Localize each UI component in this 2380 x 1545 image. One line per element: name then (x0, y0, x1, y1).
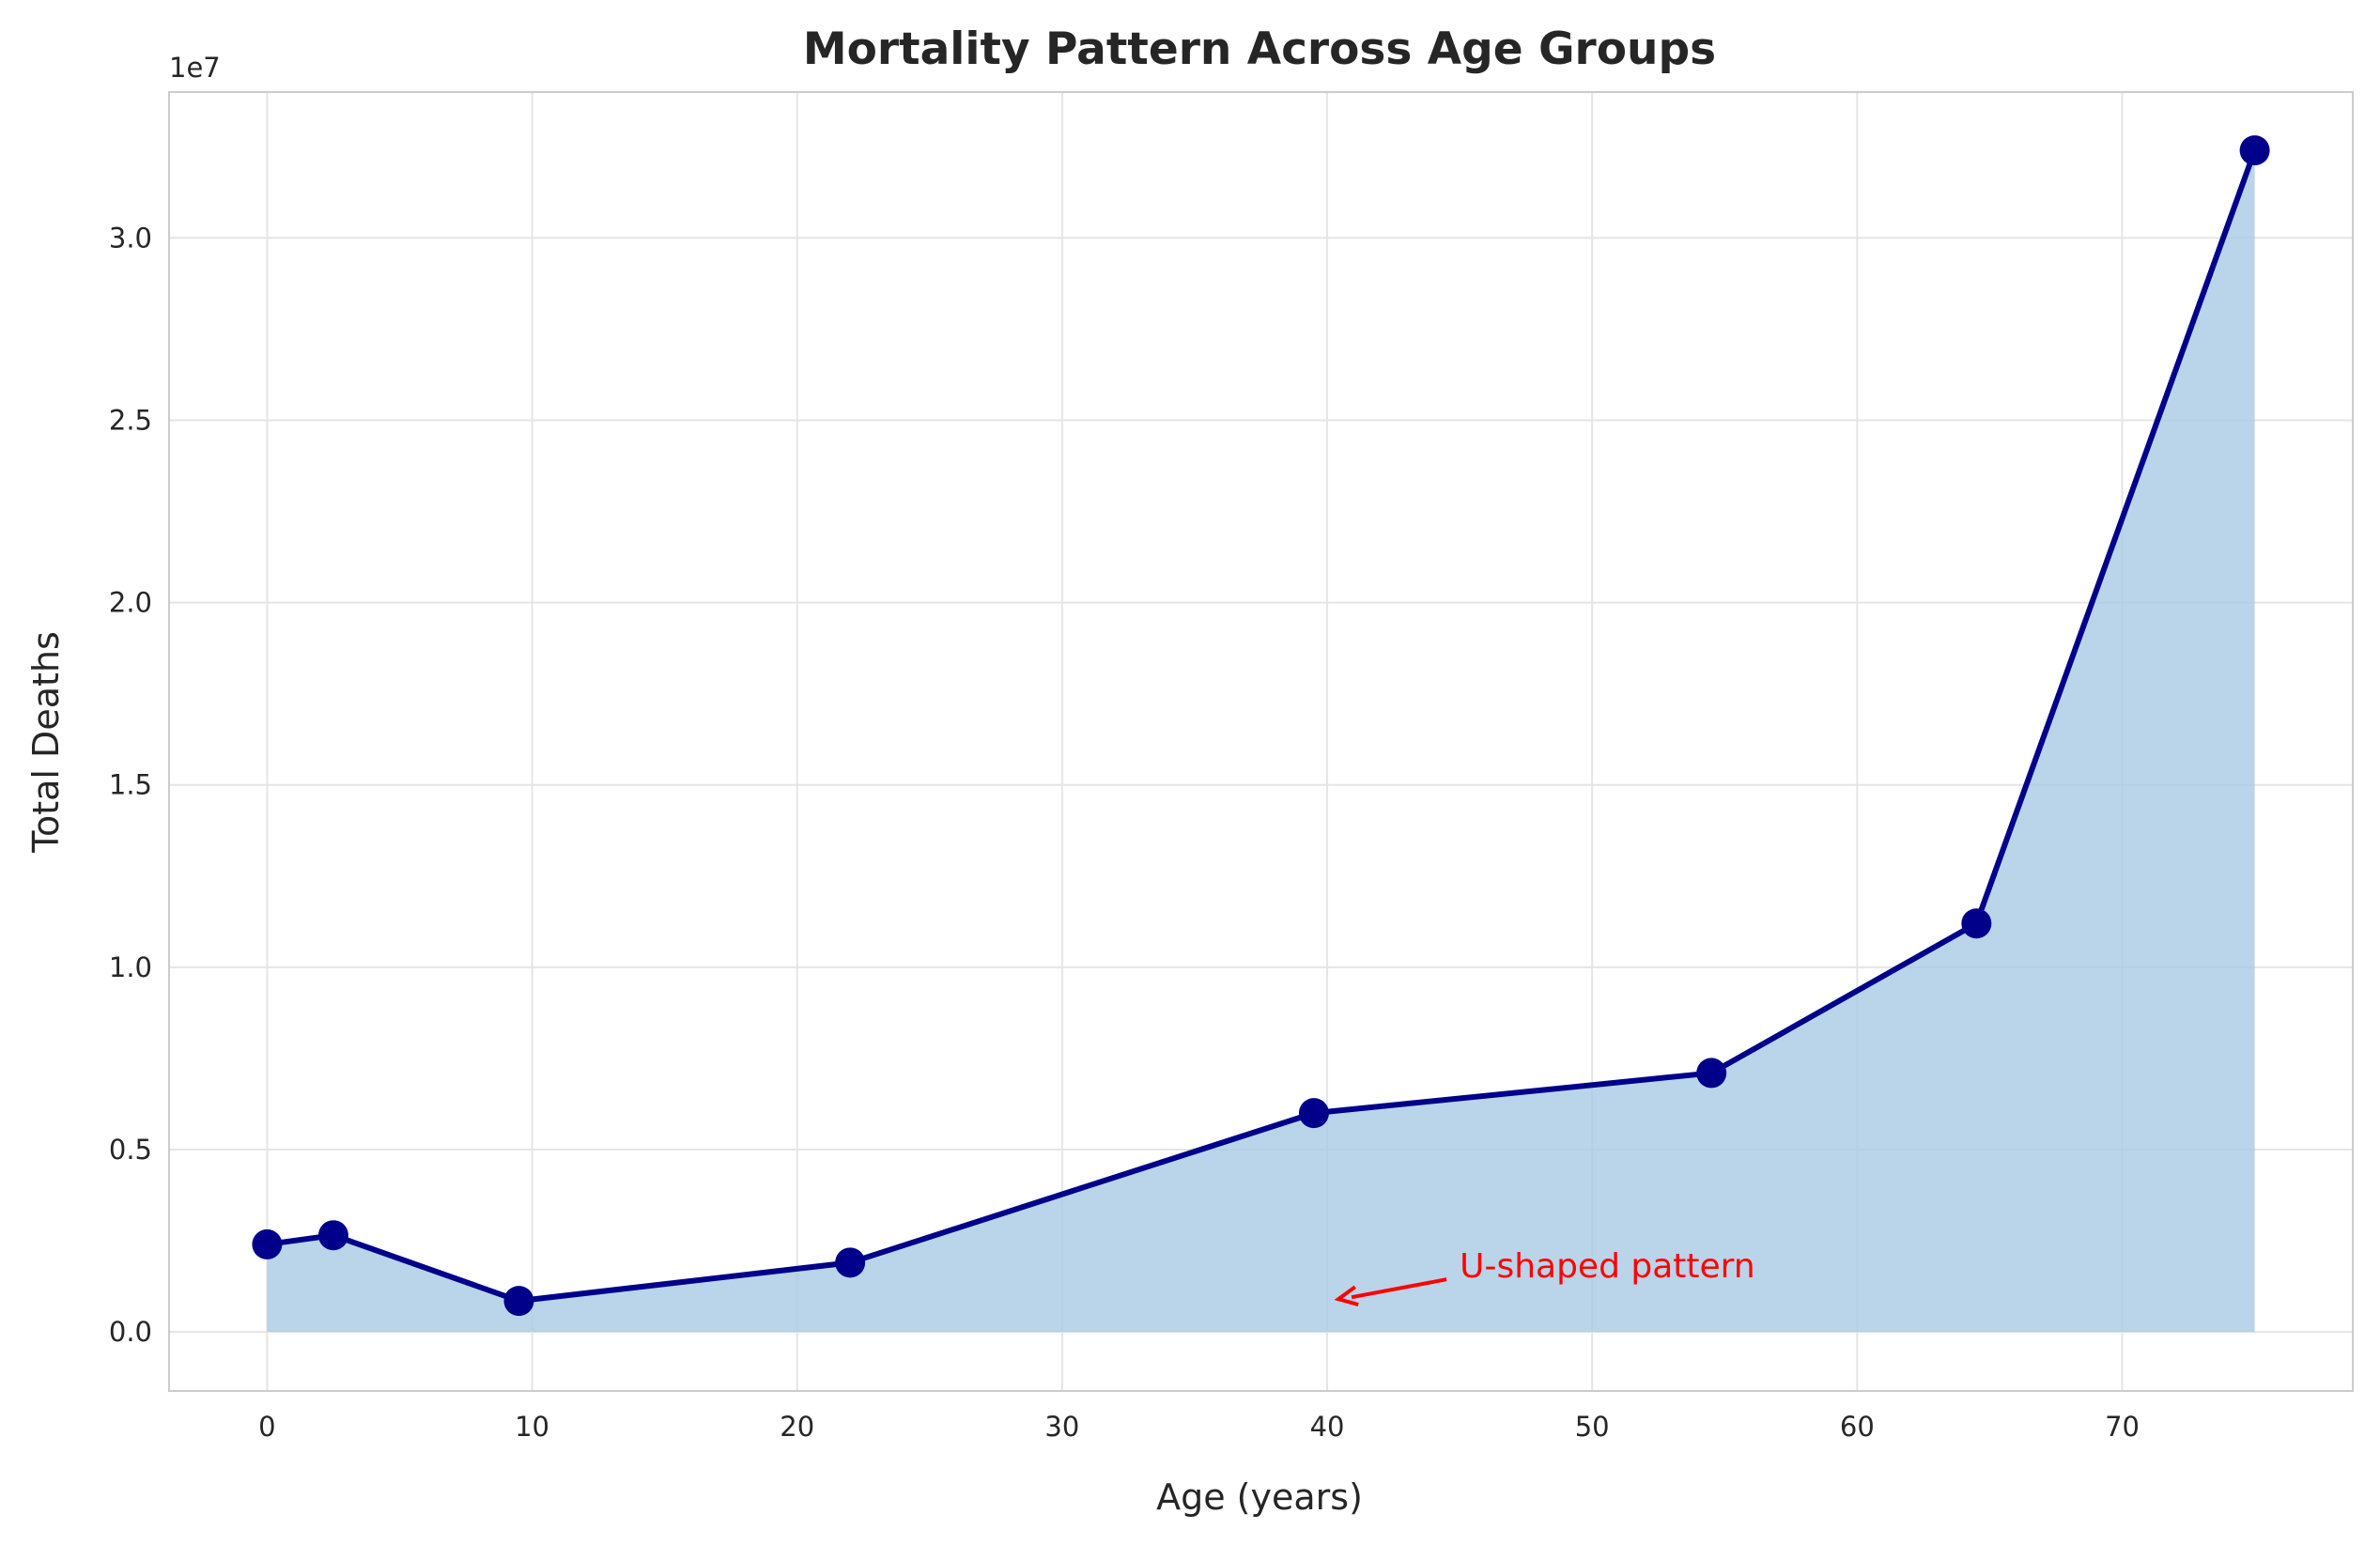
y-axis-ticks: 0.0 0.5 1.0 1.5 2.0 2.5 3.0 (109, 222, 152, 1348)
y-tick-label: 0.5 (109, 1134, 152, 1166)
x-tick-label: 70 (2105, 1411, 2140, 1443)
y-tick-label: 2.0 (109, 587, 152, 619)
y-tick-label: 2.5 (109, 404, 152, 436)
x-tick-label: 20 (780, 1411, 814, 1443)
y-tick-label: 1.5 (109, 769, 152, 801)
x-tick-label: 30 (1044, 1411, 1079, 1443)
annotation: U-shaped pattern (1334, 1247, 1755, 1306)
x-tick-label: 10 (515, 1411, 549, 1443)
data-point (835, 1247, 866, 1278)
y-tick-label: 3.0 (109, 222, 152, 254)
series-line-path (266, 149, 2258, 1305)
annotation-text: U-shaped pattern (1460, 1247, 1755, 1286)
x-tick-label: 0 (258, 1411, 275, 1443)
x-tick-label: 40 (1310, 1411, 1345, 1443)
data-point (317, 1220, 348, 1251)
data-point (1961, 908, 1992, 939)
area-fill (267, 150, 2255, 1333)
series-markers (252, 135, 2270, 1317)
chart-title: Mortality Pattern Across Age Groups (803, 23, 1716, 75)
y-axis-label: Total Deaths (25, 631, 67, 854)
area-fill-path (267, 150, 2255, 1333)
series-line (266, 149, 2258, 1305)
x-tick-label: 50 (1575, 1411, 1610, 1443)
data-point (1696, 1058, 1727, 1089)
annotation-arrowhead (1334, 1285, 1359, 1306)
y-tick-label: 1.0 (109, 951, 152, 983)
x-axis-label: Age (years) (1156, 1476, 1363, 1518)
y-tick-label: 0.0 (109, 1316, 152, 1348)
x-tick-label: 60 (1840, 1411, 1875, 1443)
x-axis-ticks: 0 10 20 30 40 50 60 70 (258, 1411, 2140, 1443)
data-point (503, 1286, 534, 1317)
plot-frame (168, 91, 2354, 1392)
annotation-arrow (1351, 1277, 1447, 1300)
y-offset-label: 1e7 (169, 52, 221, 84)
data-point (2239, 135, 2270, 166)
data-point (252, 1228, 283, 1259)
data-point (1298, 1098, 1329, 1129)
